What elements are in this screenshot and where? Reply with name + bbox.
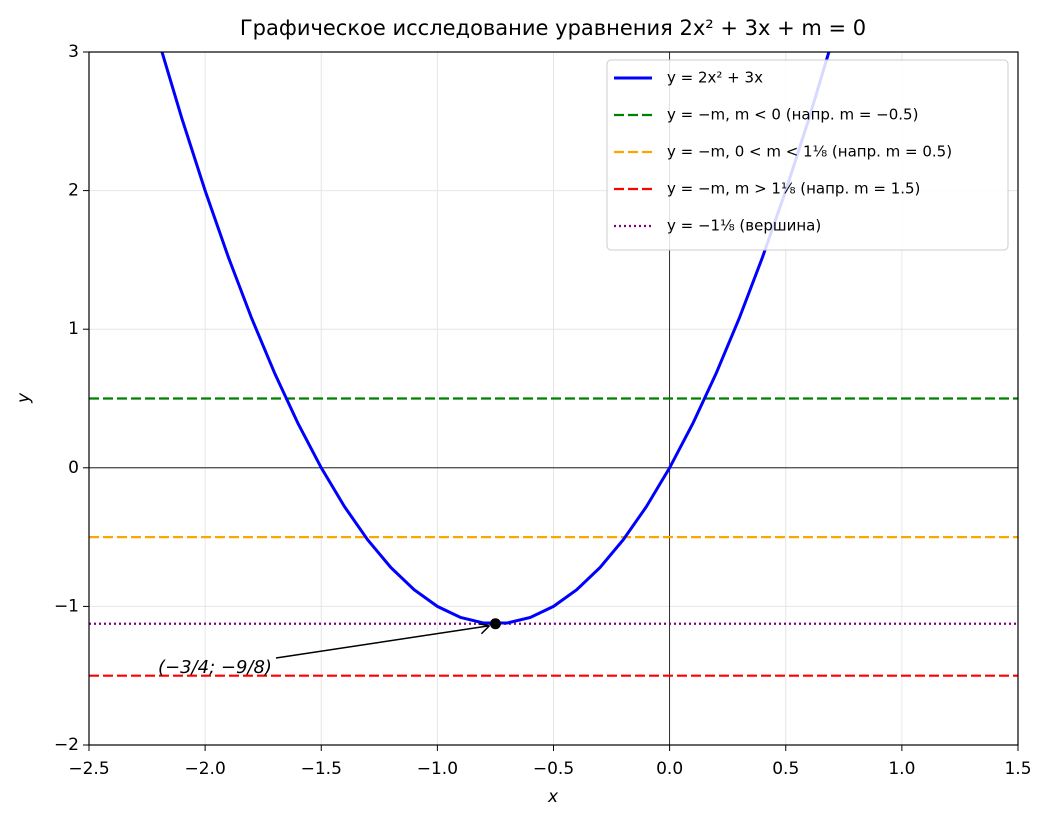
- y-tick-label: 2: [68, 181, 79, 201]
- x-tick-label: 1.5: [1004, 759, 1031, 779]
- annotation-arrow: [275, 624, 490, 659]
- vertex-point: [489, 618, 501, 630]
- x-tick-label: −1.0: [417, 759, 458, 779]
- legend-label: y = −m, m < 0 (напр. m = −0.5): [667, 106, 918, 124]
- x-tick-label: −0.5: [533, 759, 574, 779]
- legend-label: y = −m, m > 1⅛ (напр. m = 1.5): [667, 180, 920, 198]
- legend-label: y = −m, 0 < m < 1⅛ (напр. m = 0.5): [667, 143, 952, 161]
- annotation: (−3/4; −9/8): [158, 657, 272, 678]
- axes-frame: [88, 51, 1019, 746]
- x-axis-label: x: [547, 787, 559, 807]
- y-tick-label: −2: [54, 735, 79, 755]
- legend-box: [606, 59, 1009, 251]
- x-tick-label: 0.5: [772, 759, 799, 779]
- y-tick-label: −1: [54, 596, 79, 616]
- y-tick-label: 3: [68, 42, 79, 62]
- y-tick-label: 1: [68, 319, 79, 339]
- x-tick-label: −1.5: [301, 759, 342, 779]
- chart-title: Графическое исследование уравнения 2x² +…: [240, 16, 866, 40]
- x-tick-label: −2.5: [68, 759, 109, 779]
- y-tick-label: 0: [68, 458, 79, 478]
- arrow-head: [478, 622, 490, 635]
- legend: y = 2x² + 3x y = −m, m < 0 (напр. m = −0.…: [606, 59, 1009, 251]
- y-axis-label: y: [14, 392, 34, 404]
- x-tick-label: −2.0: [184, 759, 225, 779]
- legend-label: y = 2x² + 3x: [667, 69, 763, 87]
- x-tick-label: 1.0: [888, 759, 915, 779]
- x-tick-label: 0.0: [656, 759, 683, 779]
- legend-label: y = −1⅛ (вершина): [667, 217, 821, 235]
